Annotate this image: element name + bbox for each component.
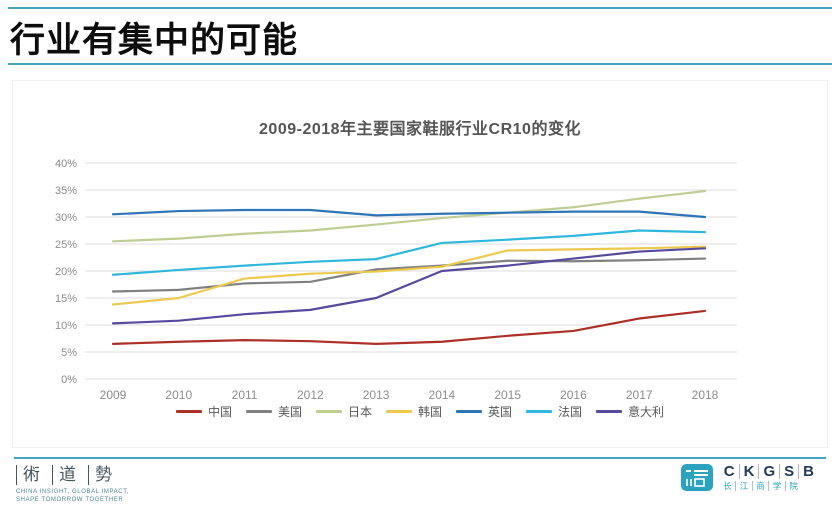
series-line-4 (111, 208, 707, 219)
ckgsb-logo-icon (680, 464, 713, 491)
ckgsb-chinese-letter: 院 (789, 481, 798, 491)
footer-tagline-line2: SHAPE TOMORROW TOGETHER (16, 497, 124, 503)
x-tick-label: 2016 (560, 388, 587, 401)
legend-swatch (526, 410, 553, 413)
y-tick-label: 0% (61, 374, 77, 386)
y-tick-label: 40% (55, 158, 77, 170)
legend-swatch (596, 410, 623, 413)
footer-tagline: CHINA INSIGHT, GLOBAL IMPACT, SHAPE TOMO… (16, 488, 129, 504)
legend-label: 中国 (207, 405, 232, 419)
series-line-2 (111, 189, 707, 243)
y-tick-label: 20% (55, 266, 77, 278)
x-tick-label: 2014 (429, 388, 456, 401)
cr10-line-chart: 0% 5% 10% 15% 20% 25% 30% 35% 40% 2009 2010 2011 201… (55, 158, 737, 401)
legend-item: 英国 (456, 403, 512, 420)
legend-label: 法国 (558, 405, 583, 419)
ckgsb-letter: K (740, 464, 760, 479)
ckgsb-chinese-name: 长江商学院 (720, 481, 818, 491)
legend-swatch (315, 410, 342, 413)
y-tick-label: 10% (55, 320, 77, 332)
x-tick-label: 2012 (297, 388, 324, 401)
legend-item: 法国 (526, 403, 582, 420)
top-accent-line (8, 7, 832, 9)
series-line-6 (111, 247, 707, 325)
seal-character: 道 (52, 465, 76, 485)
series-line-3 (111, 245, 707, 306)
seal-character: 術 (16, 465, 40, 485)
legend-swatch (456, 410, 482, 413)
ckgsb-letter: C (720, 464, 740, 479)
legend-label: 英国 (488, 405, 513, 419)
y-tick-label: 35% (55, 185, 77, 197)
y-tick-label: 15% (55, 293, 77, 305)
x-tick-label: 2018 (692, 388, 719, 401)
footer-left-logo: 術道勢 CHINA INSIGHT, GLOBAL IMPACT, SHAPE … (16, 465, 129, 504)
legend-item: 意大利 (596, 403, 664, 420)
legend-label: 日本 (347, 405, 372, 419)
x-tick-label: 2017 (626, 388, 653, 401)
legend-swatch (175, 410, 202, 413)
x-tick-label: 2011 (232, 388, 258, 401)
x-tick-label: 2010 (165, 388, 192, 401)
ckgsb-letter: B (803, 463, 814, 480)
x-tick-label: 2009 (100, 388, 127, 401)
ckgsb-letter: S (780, 464, 800, 479)
legend-label: 韩国 (417, 405, 442, 419)
ckgsb-chinese-letter: 学 (769, 481, 786, 491)
series-line-1 (111, 257, 707, 293)
ckgsb-chinese-letter: 长 (720, 481, 737, 491)
chart-card: 2009-2018年主要国家鞋服行业CR10的变化 0% 5% 10% 15% 20% 2… (12, 80, 828, 448)
legend-label: 意大利 (628, 405, 665, 419)
footer-tagline-line1: CHINA INSIGHT, GLOBAL IMPACT, (16, 489, 130, 495)
chart-legend: 中国 美国 日本 韩国 英国 法国 意大利 (13, 403, 827, 420)
seal-logo: 術道勢 (16, 465, 129, 485)
chart-title: 2009-2018年主要国家鞋服行业CR10的变化 (259, 121, 581, 138)
y-tick-label: 5% (61, 347, 77, 359)
y-tick-label: 25% (55, 239, 77, 251)
legend-swatch (385, 410, 412, 413)
page-title: 行业有集中的可能 (10, 21, 299, 60)
ckgsb-letter: G (759, 464, 781, 479)
legend-item: 美国 (245, 403, 302, 420)
legend-item: 日本 (315, 403, 372, 420)
ckgsb-chinese-letter: 商 (753, 481, 770, 491)
y-tick-label: 30% (55, 212, 77, 224)
series-line-0 (111, 309, 707, 345)
chart-area: 0% 5% 10% 15% 20% 25% 30% 35% 40% 2009 2010 2011 201… (13, 143, 827, 401)
x-tick-label: 2013 (363, 388, 390, 401)
title-underline (8, 63, 832, 65)
series-line-5 (111, 229, 707, 276)
footer-accent-line (14, 457, 826, 459)
legend-item: 韩国 (385, 403, 442, 420)
x-tick-label: 2015 (494, 388, 521, 401)
ckgsb-chinese-letter: 江 (736, 481, 753, 491)
legend-label: 美国 (277, 405, 302, 419)
seal-character: 勢 (88, 465, 112, 485)
legend-item: 中国 (175, 403, 232, 420)
legend-swatch (245, 410, 272, 413)
